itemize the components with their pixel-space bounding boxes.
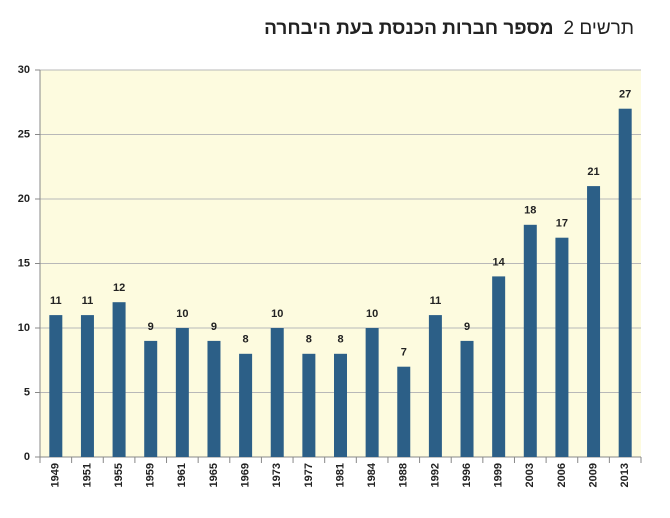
chart-title-label: תרשים 2 — [563, 18, 634, 39]
data-label: 10 — [176, 308, 188, 320]
bar — [207, 340, 221, 457]
data-label: 11 — [430, 295, 442, 307]
y-tick-label: 15 — [18, 257, 30, 269]
bar — [270, 328, 284, 457]
data-label: 12 — [113, 282, 125, 294]
x-tick-label: 2003 — [524, 463, 536, 487]
data-label: 21 — [587, 166, 599, 178]
x-tick-label: 1977 — [303, 463, 315, 487]
x-tick-label: 1959 — [145, 463, 157, 487]
x-tick-label: 1973 — [271, 463, 283, 487]
x-tick-label: 2013 — [619, 463, 631, 487]
data-label: 9 — [148, 321, 154, 333]
data-label: 18 — [524, 205, 536, 217]
bar — [587, 186, 601, 457]
data-label: 10 — [271, 308, 283, 320]
x-tick-label: 1965 — [208, 463, 220, 487]
data-label: 8 — [243, 334, 249, 346]
data-label: 11 — [50, 295, 62, 307]
x-tick-label: 1955 — [113, 463, 125, 487]
bar — [365, 328, 379, 457]
bar — [460, 340, 474, 457]
y-tick-label: 30 — [18, 64, 30, 76]
bar — [112, 302, 126, 457]
data-label: 9 — [211, 321, 217, 333]
chart-title-block: תרשים 2 מספר חברות הכנסת בעת היבחרה — [264, 18, 634, 40]
bar — [302, 353, 316, 457]
bar — [523, 224, 537, 457]
y-tick-label: 20 — [18, 193, 30, 205]
bar — [397, 366, 411, 457]
x-tick-label: 2006 — [556, 463, 568, 487]
bar — [144, 340, 158, 457]
bar — [555, 237, 569, 457]
bar — [334, 353, 347, 457]
data-label: 11 — [82, 295, 94, 307]
data-label: 8 — [337, 334, 343, 346]
x-tick-label: 1984 — [366, 462, 378, 487]
bar — [49, 315, 63, 457]
x-tick-label: 1999 — [493, 463, 505, 487]
x-tick-label: 1951 — [81, 463, 93, 487]
bar — [80, 315, 94, 457]
y-tick-label: 0 — [24, 451, 30, 463]
x-tick-label: 2009 — [587, 463, 599, 487]
data-label: 10 — [366, 308, 378, 320]
data-label: 8 — [306, 334, 312, 346]
data-label: 9 — [464, 321, 470, 333]
chart-title: מספר חברות הכנסת בעת היבחרה — [264, 18, 554, 39]
bar — [618, 108, 632, 457]
x-tick-label: 1961 — [176, 463, 188, 487]
bar — [492, 276, 506, 457]
x-tick-label: 1949 — [50, 463, 62, 487]
y-tick-label: 10 — [18, 322, 30, 334]
data-label: 7 — [401, 347, 407, 359]
x-tick-label: 1981 — [334, 463, 346, 487]
bar — [175, 328, 189, 457]
x-tick-label: 1969 — [240, 463, 252, 487]
bar — [428, 315, 442, 457]
x-tick-label: 1996 — [461, 463, 473, 487]
x-tick-label: 1988 — [398, 463, 410, 487]
data-label: 27 — [619, 89, 631, 101]
y-tick-label: 5 — [24, 386, 30, 398]
data-label: 17 — [556, 218, 568, 230]
data-label: 14 — [493, 256, 506, 268]
y-tick-label: 25 — [18, 128, 30, 140]
bar — [239, 353, 253, 457]
x-tick-label: 1992 — [429, 463, 441, 487]
